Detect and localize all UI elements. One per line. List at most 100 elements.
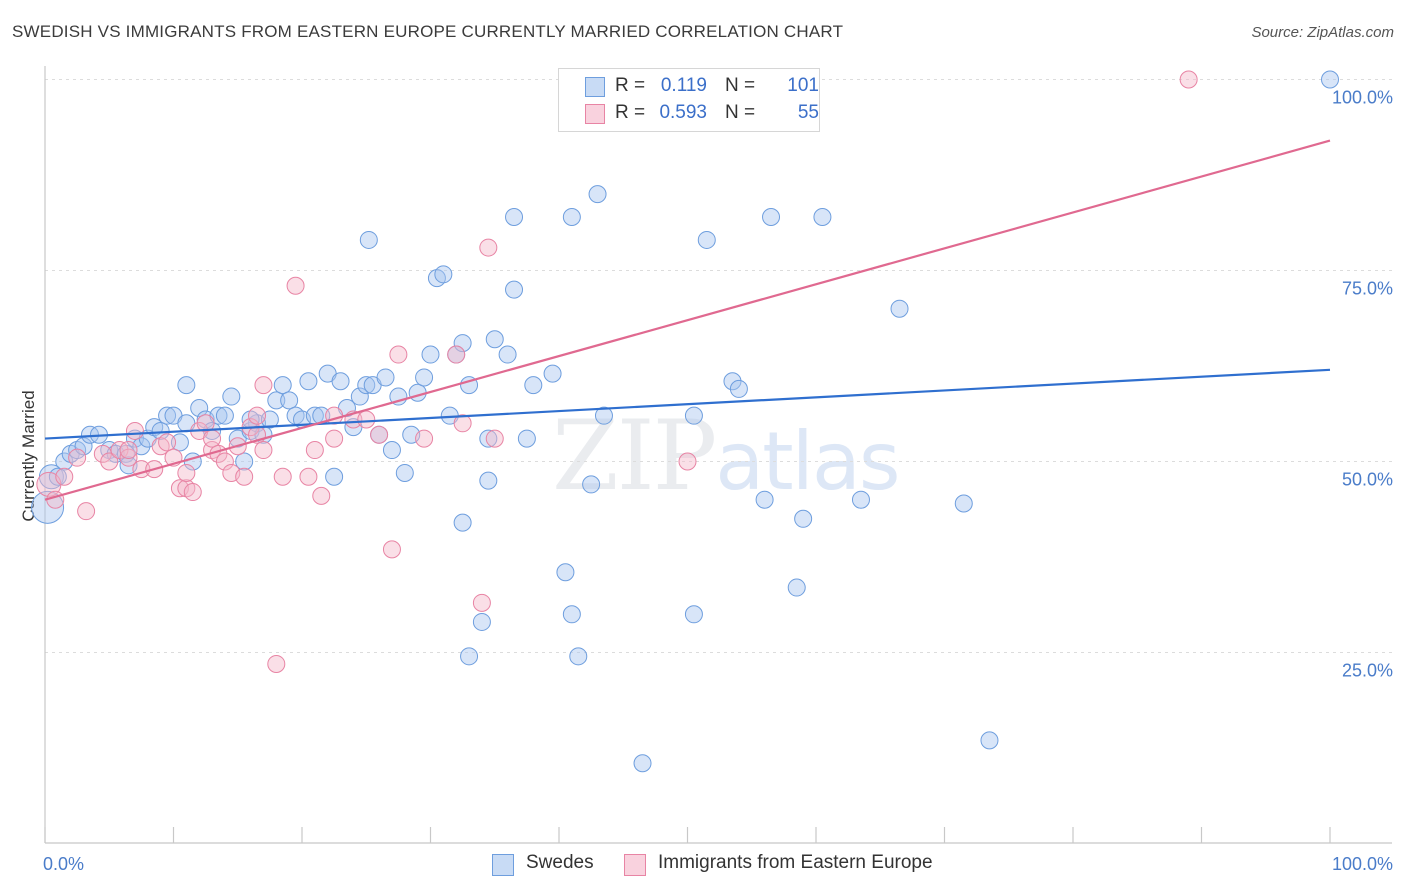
- swedes-point: [408, 383, 427, 402]
- legend-n-label: N =: [725, 102, 756, 123]
- immigrants-point: [678, 452, 697, 471]
- swedes-point: [633, 754, 652, 773]
- swedes-point: [813, 208, 832, 227]
- swedes-point: [74, 437, 93, 456]
- swedes-point: [787, 578, 806, 597]
- immigrants-point: [312, 486, 331, 505]
- swedes-point: [215, 406, 234, 425]
- swedes-point: [588, 185, 607, 204]
- y-tick-label: 25.0%: [1342, 661, 1393, 681]
- swedes-point: [517, 429, 536, 448]
- immigrants-point: [267, 654, 286, 673]
- immigrants-point: [273, 467, 292, 486]
- swedes-point: [453, 334, 472, 353]
- swedes-point: [723, 372, 742, 391]
- bottom-legend-label-swedes: Swedes: [526, 852, 594, 873]
- swedes-point: [357, 376, 376, 395]
- legend-swatch-swedes: [585, 77, 605, 97]
- swedes-point: [299, 372, 318, 391]
- swedes-point: [505, 208, 524, 227]
- immigrants-point: [325, 429, 344, 448]
- swedes-point: [382, 441, 401, 460]
- swedes-point: [434, 265, 453, 284]
- immigrants-point: [370, 425, 389, 444]
- y-axis-title: Currently Married: [19, 390, 38, 521]
- legend-r-value-immigrants: 0.593: [659, 102, 707, 123]
- immigrants-point: [119, 441, 138, 460]
- swedes-point: [170, 433, 189, 452]
- bottom-legend-label-immigrants: Immigrants from Eastern Europe: [658, 852, 933, 873]
- swedes-point: [954, 494, 973, 513]
- swedes-point: [851, 490, 870, 509]
- chart-title: SWEDISH VS IMMIGRANTS FROM EASTERN EUROP…: [12, 22, 844, 41]
- swedes-point: [235, 452, 254, 471]
- immigrants-point: [183, 483, 202, 502]
- legend-n-value-swedes: 101: [787, 75, 819, 96]
- swedes-point: [415, 368, 434, 387]
- swedes-point: [479, 429, 498, 448]
- legend-r-value-swedes: 0.119: [660, 75, 707, 96]
- immigrants-point: [196, 414, 215, 433]
- swedes-point: [729, 379, 748, 398]
- swedes-point: [556, 563, 575, 582]
- swedes-point: [569, 647, 588, 666]
- immigrants-point: [46, 490, 65, 509]
- swedes-point: [479, 471, 498, 490]
- immigrants-point: [382, 540, 401, 559]
- swedes-point: [359, 230, 378, 249]
- source-label: Source: ZipAtlas.com: [1251, 24, 1394, 41]
- immigrants-point: [286, 276, 305, 295]
- swedes-point: [794, 509, 813, 528]
- immigrants-point: [479, 238, 498, 257]
- watermark: ZIPatlas: [552, 400, 901, 512]
- legend-n-label: N =: [725, 75, 756, 96]
- swedes-point: [684, 605, 703, 624]
- swedes-point: [222, 387, 241, 406]
- swedes-point: [453, 513, 472, 532]
- swedes-point: [177, 376, 196, 395]
- immigrants-point: [203, 429, 222, 448]
- immigrants-point: [68, 448, 87, 467]
- immigrants-point: [357, 410, 376, 429]
- correlation-legend: R = 0.119 N = 101 R = 0.593 N = 55: [558, 68, 820, 132]
- swedes-point: [890, 299, 909, 318]
- swedes-point: [460, 647, 479, 666]
- immigrants-point: [100, 452, 119, 471]
- swedes-point: [280, 391, 299, 410]
- immigrants-point: [119, 448, 138, 467]
- immigrants-point: [254, 376, 273, 395]
- legend-r-label: R =: [615, 102, 646, 123]
- immigrants-point: [472, 593, 491, 612]
- swedes-point: [684, 406, 703, 425]
- swedes-point: [697, 230, 716, 249]
- swedes-point: [582, 475, 601, 494]
- y-tick-label: 75.0%: [1342, 279, 1393, 299]
- swedes-point: [350, 387, 369, 406]
- swedes-point: [273, 376, 292, 395]
- immigrants-point: [77, 502, 96, 521]
- swedes-point: [524, 376, 543, 395]
- immigrants-point: [235, 467, 254, 486]
- immigrants-point: [177, 463, 196, 482]
- immigrants-point: [389, 345, 408, 364]
- immigrants-point: [93, 444, 112, 463]
- swedes-point: [395, 463, 414, 482]
- swedes-point: [190, 399, 209, 418]
- immigrants-point: [125, 421, 144, 440]
- legend-n-value-immigrants: 55: [797, 102, 819, 123]
- swedes-point: [762, 208, 781, 227]
- swedes-point: [485, 330, 504, 349]
- immigrants-point: [1179, 70, 1198, 89]
- swedes-point: [472, 612, 491, 631]
- immigrants-point: [485, 429, 504, 448]
- swedes-point: [594, 406, 613, 425]
- swedes-trend-line: [44, 368, 1331, 440]
- immigrants-trend-line: [44, 139, 1331, 501]
- legend-r-label: R =: [615, 75, 646, 96]
- swedes-point: [543, 364, 562, 383]
- swedes-point: [376, 368, 395, 387]
- immigrants-point: [254, 441, 273, 460]
- legend-swatch-immigrants: [585, 104, 605, 124]
- y-tick-label: 50.0%: [1342, 470, 1393, 490]
- immigrants-point: [415, 429, 434, 448]
